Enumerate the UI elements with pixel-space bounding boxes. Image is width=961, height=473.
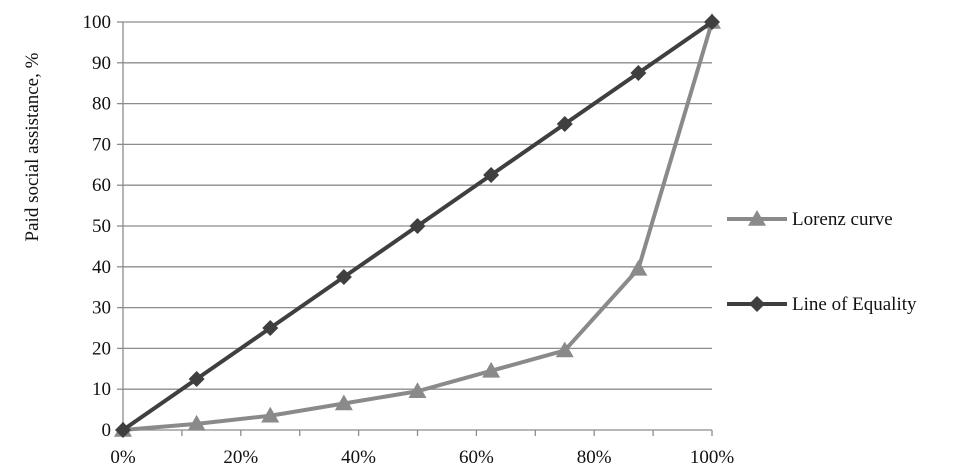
legend-lorenz-curve-marker (748, 210, 766, 226)
x-tick-label: 80% (577, 447, 612, 468)
line-of-equality-point (483, 167, 500, 183)
y-tick-label: 30 (92, 298, 111, 319)
lorenz-curve-point (261, 406, 280, 423)
y-tick-label: 100 (83, 12, 112, 33)
line-of-equality-point (115, 422, 131, 438)
legend-line-of-equality-label: Line of Equality (792, 294, 917, 315)
x-tick-label: 100% (690, 447, 735, 468)
x-axis-ticks: 0% 20% 40% 60% 80% 100% (110, 447, 734, 468)
lorenz-curve-point (408, 382, 427, 398)
y-tick-label: 90 (92, 53, 111, 74)
lorenz-curve-point (334, 394, 353, 411)
line-of-equality-point (335, 269, 352, 285)
line-of-equality-point (262, 320, 279, 336)
y-tick-label: 10 (92, 379, 111, 400)
line-of-equality-series (115, 14, 720, 438)
line-of-equality-point (556, 116, 573, 132)
line-of-equality-point (630, 65, 647, 81)
x-tick-label: 40% (341, 447, 376, 468)
lorenz-curve-point (555, 341, 574, 358)
lorenz-curve-point (629, 259, 648, 276)
y-tick-label: 70 (92, 134, 111, 155)
y-tick-label: 0 (102, 420, 112, 441)
line-of-equality-point (409, 218, 426, 234)
x-tick-label: 20% (223, 447, 258, 468)
gridlines (117, 21, 713, 436)
y-tick-label: 20 (92, 338, 111, 359)
legend: Lorenz curve Line of Equality (727, 209, 917, 315)
y-tick-label: 80 (92, 94, 111, 115)
y-tick-label: 40 (92, 257, 111, 278)
x-tick-label: 0% (110, 447, 136, 468)
lorenz-curve-series (114, 13, 721, 437)
y-axis-ticks: 0 10 20 30 40 50 60 70 80 90 100 (83, 12, 112, 441)
y-tick-label: 50 (92, 216, 111, 237)
line-of-equality-point (704, 14, 720, 30)
x-tick-label: 60% (459, 447, 494, 468)
series-layer (114, 13, 721, 438)
legend-line-of-equality-marker (749, 296, 765, 312)
y-axis-label: Paid social assistance, % (22, 52, 43, 241)
line-of-equality-point (188, 371, 205, 387)
y-tick-label: 60 (92, 175, 111, 196)
lorenz-curve-point (187, 414, 206, 431)
lorenz-curve-point (482, 361, 501, 378)
legend-lorenz-curve-label: Lorenz curve (792, 209, 893, 230)
